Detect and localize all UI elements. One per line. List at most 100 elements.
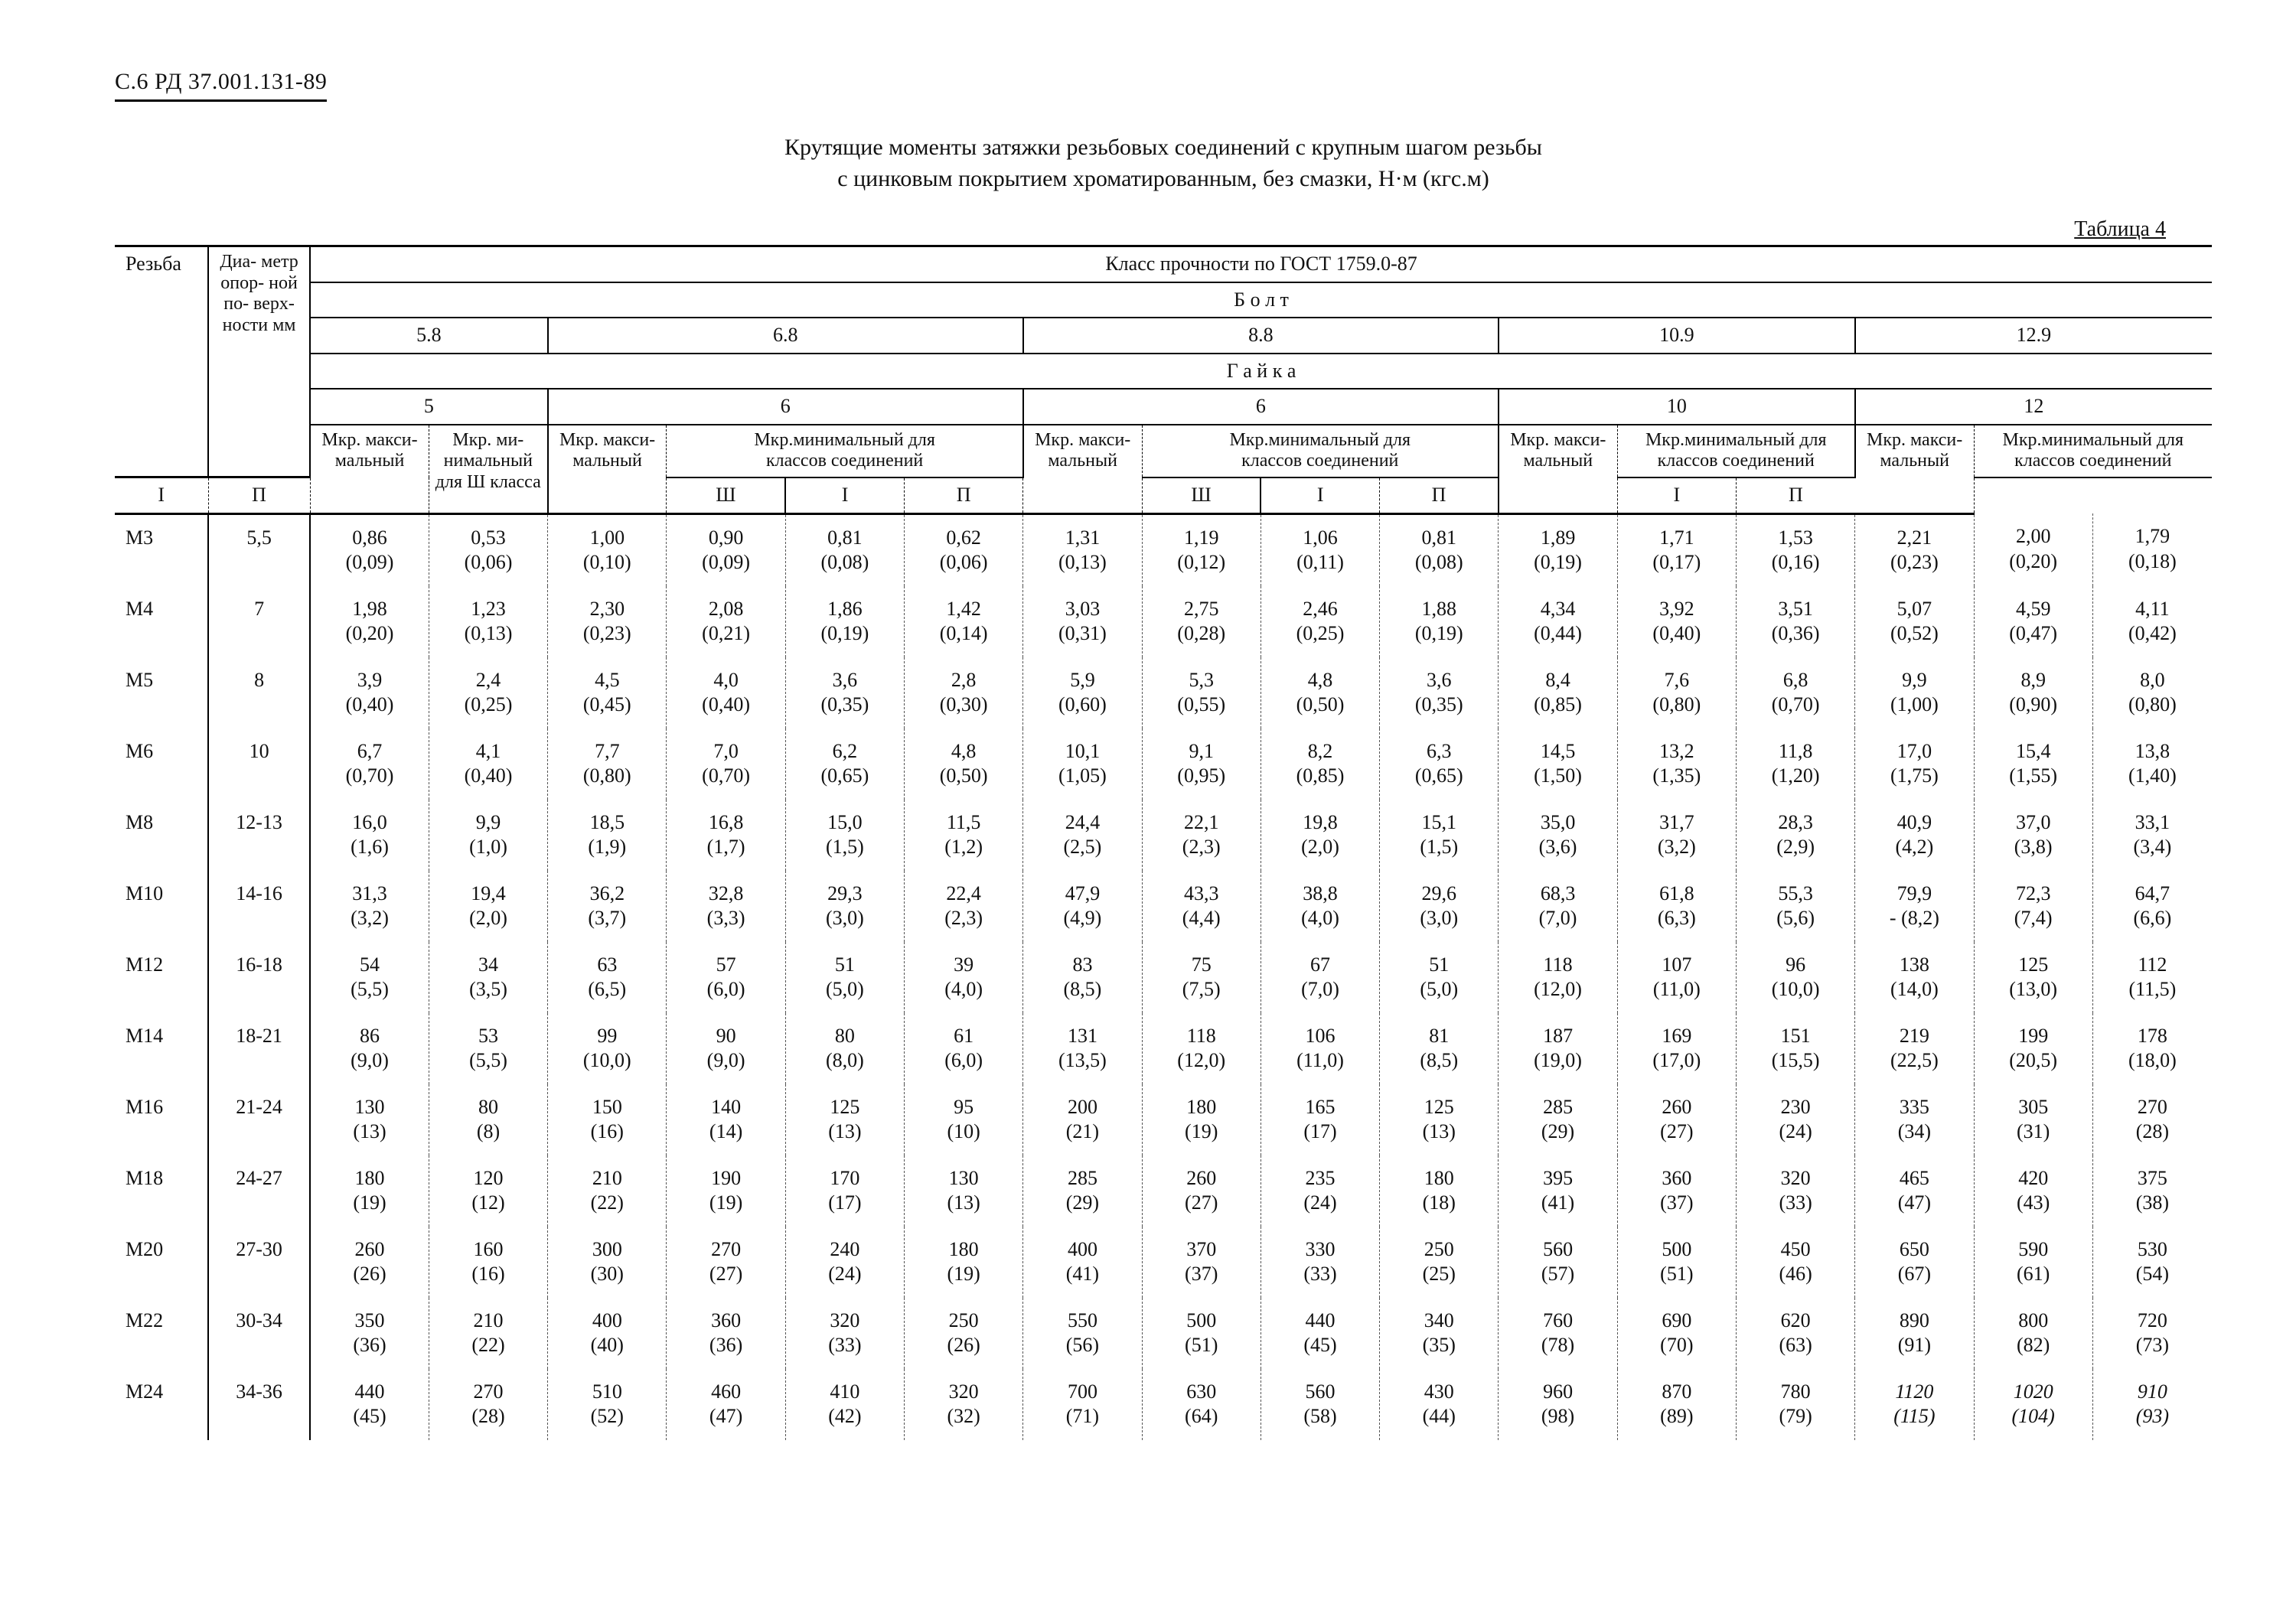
value-cell: 230 (24): [1736, 1084, 1854, 1155]
value-cell: 72,3 (7,4): [1974, 871, 2092, 942]
value-cell: 1,79 (0,18): [2092, 513, 2212, 586]
diameter-cell: 14-16: [208, 871, 310, 942]
value-cell: 64,7 (6,6): [2092, 871, 2212, 942]
value-cell: 690 (70): [1617, 1298, 1736, 1369]
value-cell: 360 (37): [1617, 1155, 1736, 1227]
value-cell: 15,1 (1,5): [1380, 800, 1499, 871]
value-cell: 200 (21): [1023, 1084, 1142, 1155]
subcol-129-2: П: [1736, 477, 1854, 514]
value-cell: 4,11 (0,42): [2092, 586, 2212, 657]
table-row: М2230-34350 (36)210 (22)400 (40)360 (36)…: [115, 1298, 2212, 1369]
value-cell: 1,06 (0,11): [1261, 513, 1379, 586]
value-cell: 40,9 (4,2): [1855, 800, 1974, 871]
value-cell: 99 (10,0): [548, 1013, 667, 1084]
value-cell: 11,8 (1,20): [1736, 728, 1854, 800]
value-cell: 4,34 (0,44): [1499, 586, 1617, 657]
value-cell: 560 (57): [1499, 1227, 1617, 1298]
value-cell: 61 (6,0): [905, 1013, 1023, 1084]
value-cell: 54 (5,5): [310, 942, 429, 1013]
value-cell: 0,81 (0,08): [1380, 513, 1499, 586]
subcol-88-3: Ш: [1142, 477, 1261, 514]
value-cell: 395 (41): [1499, 1155, 1617, 1227]
value-cell: 630 (64): [1142, 1369, 1261, 1440]
value-cell: 8,9 (0,90): [1974, 657, 2092, 728]
value-cell: 19,4 (2,0): [429, 871, 547, 942]
table-header: Резьба Диа- метр опор- ной по- верх- нос…: [115, 246, 2212, 514]
value-cell: 32,8 (3,3): [667, 871, 785, 942]
diameter-cell: 27-30: [208, 1227, 310, 1298]
value-cell: 960 (98): [1499, 1369, 1617, 1440]
value-cell: 67 (7,0): [1261, 942, 1379, 1013]
value-cell: 1,88 (0,19): [1380, 586, 1499, 657]
value-cell: 560 (58): [1261, 1369, 1379, 1440]
value-cell: 3,6 (0,35): [785, 657, 904, 728]
value-cell: 330 (33): [1261, 1227, 1379, 1298]
table-row: М812-1316,0 (1,6)9,9 (1,0)18,5 (1,9)16,8…: [115, 800, 2212, 871]
value-cell: 118 (12,0): [1499, 942, 1617, 1013]
thread-cell: М10: [115, 871, 208, 942]
table-caption: Таблица 4: [115, 217, 2212, 242]
value-cell: 219 (22,5): [1855, 1013, 1974, 1084]
value-cell: 7,7 (0,80): [548, 728, 667, 800]
thread-cell: М8: [115, 800, 208, 871]
value-cell: 8,4 (0,85): [1499, 657, 1617, 728]
thread-cell: М12: [115, 942, 208, 1013]
mkr-max-58: Мкр. макси- мальный: [310, 425, 429, 514]
diameter-cell: 5,5: [208, 513, 310, 586]
value-cell: 36,2 (3,7): [548, 871, 667, 942]
value-cell: 130 (13): [310, 1084, 429, 1155]
thread-cell: М22: [115, 1298, 208, 1369]
value-cell: 29,3 (3,0): [785, 871, 904, 942]
value-cell: 1020 (104): [1974, 1369, 2092, 1440]
mkr-min-68: Мкр.минимальный дляклассов соединений: [667, 425, 1023, 477]
diameter-cell: 7: [208, 586, 310, 657]
value-cell: 270 (28): [429, 1369, 547, 1440]
thread-cell: М14: [115, 1013, 208, 1084]
value-cell: 320 (33): [1736, 1155, 1854, 1227]
value-cell: 3,6 (0,35): [1380, 657, 1499, 728]
thread-cell: М6: [115, 728, 208, 800]
table-row: М1418-2186 (9,0)53 (5,5)99 (10,0)90 (9,0…: [115, 1013, 2212, 1084]
subcol-68-2: П: [208, 477, 310, 514]
value-cell: 270 (28): [2092, 1084, 2212, 1155]
value-cell: 6,8 (0,70): [1736, 657, 1854, 728]
value-cell: 13,2 (1,35): [1617, 728, 1736, 800]
bolt-class-58: 5.8: [310, 318, 548, 354]
table-row: М1216-1854 (5,5)34 (3,5)63 (6,5)57 (6,0)…: [115, 942, 2212, 1013]
bolt-class-109: 10.9: [1499, 318, 1855, 354]
value-cell: 9,1 (0,95): [1142, 728, 1261, 800]
value-cell: 10,1 (1,05): [1023, 728, 1142, 800]
table-row: М6106,7 (0,70)4,1 (0,40)7,7 (0,80)7,0 (0…: [115, 728, 2212, 800]
col-thread: Резьба: [115, 246, 208, 477]
bolt-class-88: 8.8: [1023, 318, 1499, 354]
value-cell: 81 (8,5): [1380, 1013, 1499, 1084]
subcol-88-1: I: [785, 477, 904, 514]
col-diam: Диа- метр опор- ной по- верх- ности мм: [208, 246, 310, 477]
value-cell: 1,23 (0,13): [429, 586, 547, 657]
diameter-cell: 16-18: [208, 942, 310, 1013]
value-cell: 9,9 (1,0): [429, 800, 547, 871]
bolt-class-129: 12.9: [1855, 318, 2212, 354]
value-cell: 300 (30): [548, 1227, 667, 1298]
value-cell: 107 (11,0): [1617, 942, 1736, 1013]
value-cell: 80 (8,0): [785, 1013, 904, 1084]
value-cell: 3,51 (0,36): [1736, 586, 1854, 657]
value-cell: 1,53 (0,16): [1736, 513, 1854, 586]
value-cell: 9,9 (1,00): [1855, 657, 1974, 728]
value-cell: 2,30 (0,23): [548, 586, 667, 657]
value-cell: 51 (5,0): [1380, 942, 1499, 1013]
value-cell: 165 (17): [1261, 1084, 1379, 1155]
value-cell: 400 (41): [1023, 1227, 1142, 1298]
value-cell: 28,3 (2,9): [1736, 800, 1854, 871]
value-cell: 720 (73): [2092, 1298, 2212, 1369]
value-cell: 1,86 (0,19): [785, 586, 904, 657]
value-cell: 800 (82): [1974, 1298, 2092, 1369]
value-cell: 63 (6,5): [548, 942, 667, 1013]
subcol-68-1: I: [115, 477, 208, 514]
thread-cell: М24: [115, 1369, 208, 1440]
subcol-109-1: I: [1261, 477, 1379, 514]
value-cell: 2,21 (0,23): [1855, 513, 1974, 586]
value-cell: 37,0 (3,8): [1974, 800, 2092, 871]
value-cell: 0,53 (0,06): [429, 513, 547, 586]
value-cell: 31,3 (3,2): [310, 871, 429, 942]
